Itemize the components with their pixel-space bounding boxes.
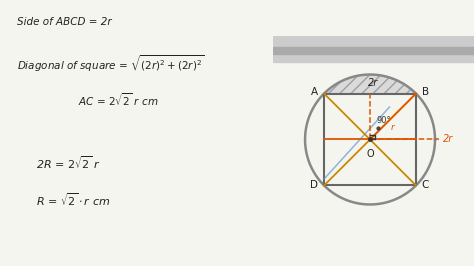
Text: A: A [311,87,318,97]
Text: D: D [310,180,318,190]
Text: 2R = $2\sqrt{2}$ r: 2R = $2\sqrt{2}$ r [36,154,101,171]
Text: Diagonal of square = $\sqrt{(2r)^2+(2r)^2}$: Diagonal of square = $\sqrt{(2r)^2+(2r)^… [17,53,204,74]
Text: r: r [391,123,394,132]
Bar [273,36,474,61]
Text: Side of ABCD = 2r: Side of ABCD = 2r [17,17,111,27]
Text: C: C [422,180,429,190]
Text: 2r: 2r [443,135,454,144]
Text: AC = $2\sqrt{2}$ r cm: AC = $2\sqrt{2}$ r cm [78,92,158,109]
Text: B: B [422,87,429,97]
Text: 2r: 2r [368,78,378,88]
Text: 90°: 90° [376,116,391,125]
Bar [273,47,474,54]
Text: R = $\sqrt{2}\cdot$r cm: R = $\sqrt{2}\cdot$r cm [36,192,110,208]
Text: O: O [366,149,374,159]
Polygon shape [324,74,416,94]
